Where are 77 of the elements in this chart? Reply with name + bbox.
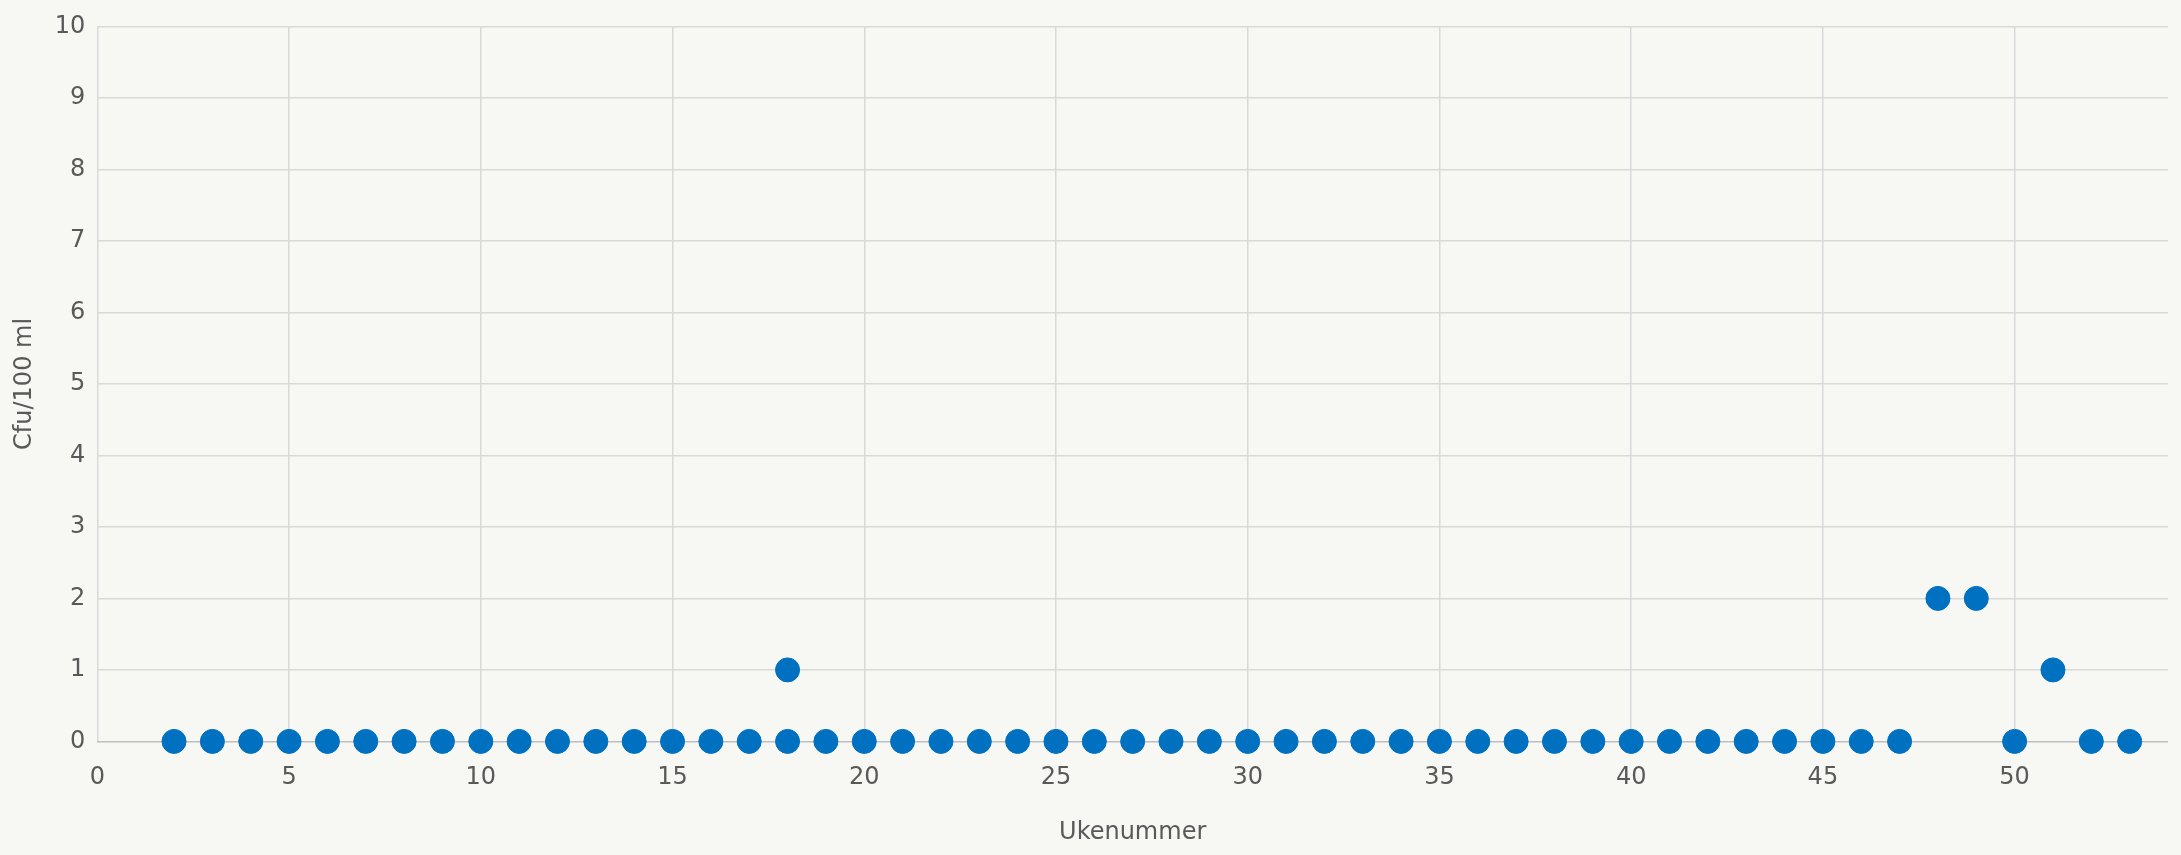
- y-tick-label: 8: [70, 153, 86, 182]
- point: [1426, 728, 1452, 754]
- point: [1273, 728, 1299, 754]
- point: [966, 728, 992, 754]
- x-tick-label: 20: [848, 762, 880, 791]
- point: [1772, 728, 1798, 754]
- y-tick-label: 4: [70, 439, 86, 468]
- point: [1235, 728, 1261, 754]
- point: [1005, 728, 1031, 754]
- x-tick-label: 5: [281, 762, 297, 791]
- point: [736, 728, 762, 754]
- point: [1580, 728, 1606, 754]
- point: [1848, 728, 1874, 754]
- point: [1810, 728, 1836, 754]
- point: [1196, 728, 1222, 754]
- point: [1618, 728, 1644, 754]
- point: [813, 728, 839, 754]
- point: [1541, 728, 1567, 754]
- y-tick-label: 3: [70, 511, 86, 540]
- y-tick-label: 2: [70, 582, 86, 611]
- point: [583, 728, 609, 754]
- point: [2117, 728, 2143, 754]
- y-tick-label: 0: [70, 725, 86, 754]
- point: [1158, 728, 1184, 754]
- point: [1657, 728, 1683, 754]
- point: [1925, 585, 1951, 611]
- x-axis-title: Ukenummer: [1059, 816, 1207, 845]
- y-axis-title: Cfu/100 ml: [8, 317, 37, 450]
- point: [1887, 728, 1913, 754]
- x-tick-label: 10: [465, 762, 497, 791]
- point: [1503, 728, 1529, 754]
- y-tick-label: 5: [70, 368, 86, 397]
- point: [2078, 728, 2104, 754]
- point: [621, 728, 647, 754]
- point: [353, 728, 379, 754]
- point: [1695, 728, 1721, 754]
- point: [391, 728, 417, 754]
- point: [928, 728, 954, 754]
- y-tick-label: 6: [70, 296, 86, 325]
- point: [1350, 728, 1376, 754]
- point: [1733, 728, 1759, 754]
- x-tick-label: 45: [1807, 762, 1839, 791]
- point: [1963, 585, 1989, 611]
- point: [1081, 728, 1107, 754]
- x-tick-label: 35: [1424, 762, 1455, 791]
- point: [238, 728, 264, 754]
- point: [468, 728, 494, 754]
- point: [775, 657, 801, 683]
- point: [314, 728, 340, 754]
- point: [698, 728, 724, 754]
- point: [276, 728, 302, 754]
- point: [199, 728, 225, 754]
- x-tick-label: 15: [657, 762, 688, 791]
- x-tick-label: 40: [1615, 762, 1647, 791]
- point: [890, 728, 916, 754]
- point: [851, 728, 877, 754]
- x-tick-label: 25: [1040, 762, 1072, 791]
- point: [2002, 728, 2028, 754]
- point: [775, 728, 801, 754]
- point: [2040, 657, 2066, 683]
- y-tick-label: 1: [70, 654, 86, 683]
- x-tick-label: 30: [1232, 762, 1263, 791]
- point: [1388, 728, 1414, 754]
- point: [429, 728, 455, 754]
- y-tick-label: 7: [70, 225, 86, 254]
- point: [506, 728, 532, 754]
- point: [1465, 728, 1491, 754]
- point: [1120, 728, 1146, 754]
- y-tick-label: 10: [54, 10, 86, 39]
- point: [1043, 728, 1069, 754]
- point: [1311, 728, 1337, 754]
- point: [161, 728, 187, 754]
- point: [544, 728, 570, 754]
- x-tick-label: 0: [89, 762, 105, 791]
- y-tick-label: 9: [70, 82, 86, 111]
- x-tick-label: 50: [1999, 762, 2030, 791]
- point: [660, 728, 686, 754]
